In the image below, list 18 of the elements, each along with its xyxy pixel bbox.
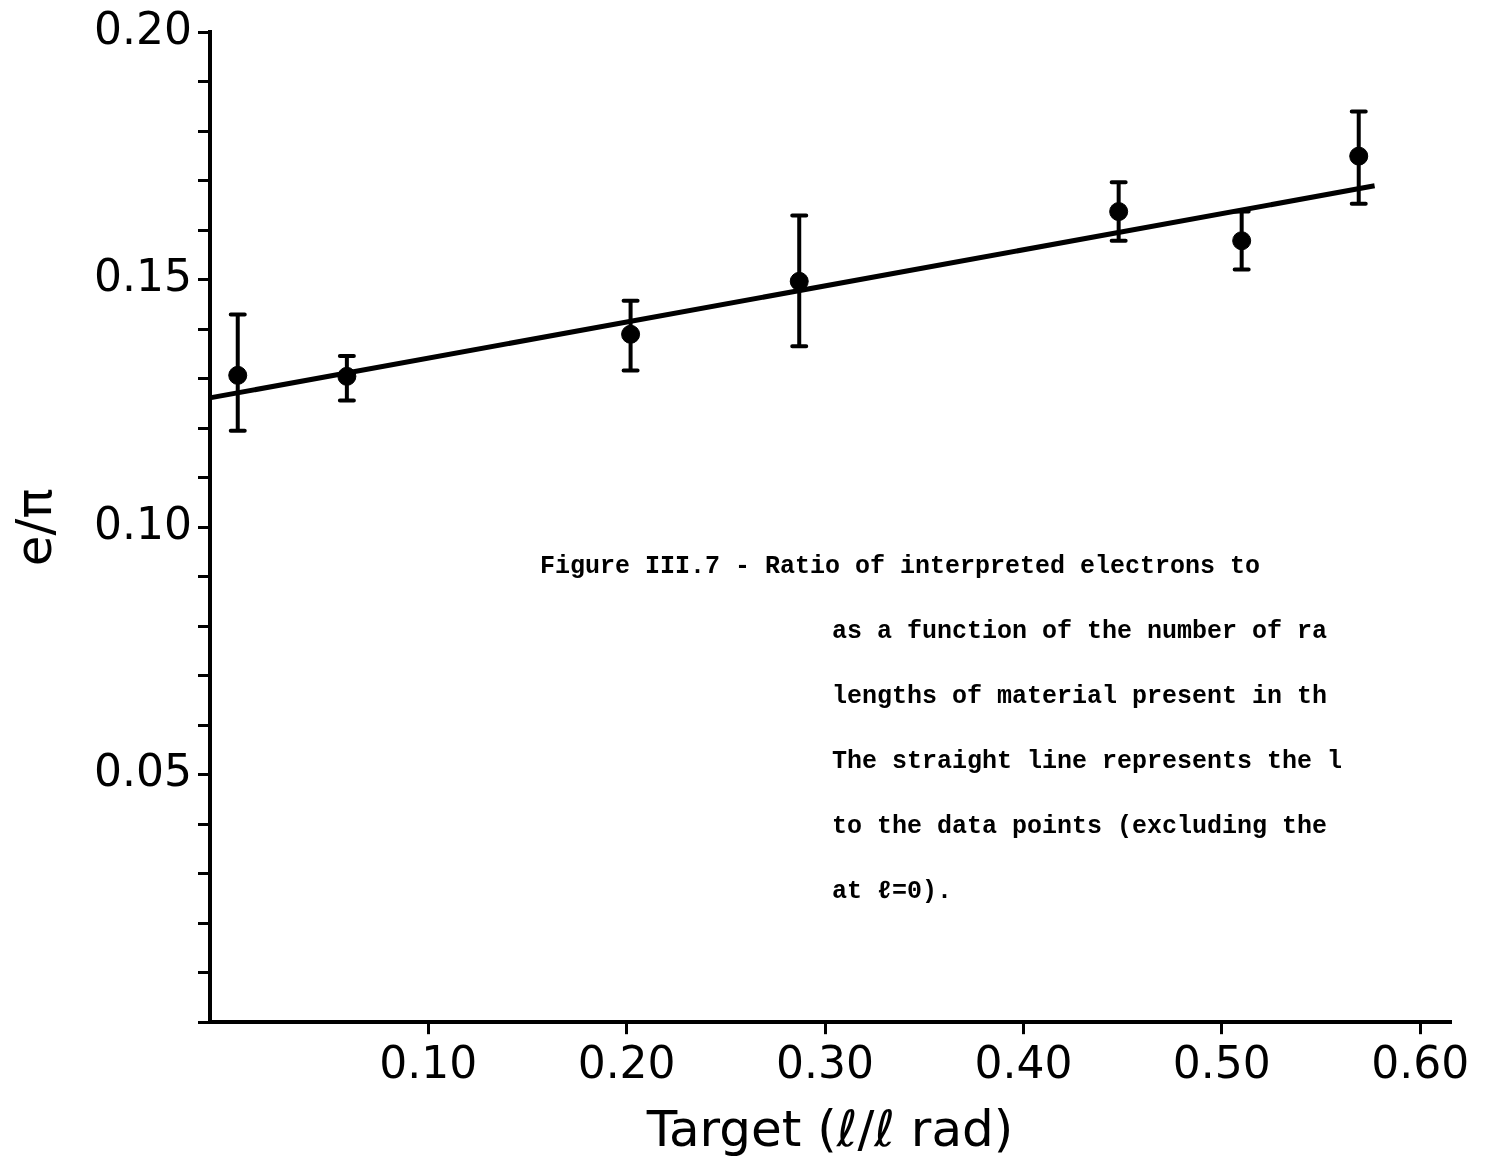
x-tick-label: 0.60 xyxy=(1371,1037,1470,1089)
annotation: lengths of material present in th xyxy=(832,682,1328,712)
y-tick-label: 0.20 xyxy=(94,2,192,54)
x-axis-title: Target (ℓ/ℓ rad) xyxy=(645,1099,1014,1158)
annotation: at ℓ=0). xyxy=(832,877,953,907)
y-axis-title: e/π xyxy=(4,488,63,567)
annotation: as a function of the number of ra xyxy=(832,617,1328,647)
annotation: The straight line represents the l xyxy=(832,747,1343,777)
y-tick-label: 0.15 xyxy=(94,250,192,302)
annotation: Figure III.7 - Ratio of interpreted electrons to xyxy=(540,552,1261,582)
x-tick-label: 0.10 xyxy=(379,1037,478,1089)
x-tick-label: 0.20 xyxy=(577,1037,676,1089)
x-tick-label: 0.30 xyxy=(776,1037,875,1089)
x-tick-label: 0.50 xyxy=(1172,1037,1271,1089)
y-tick-label: 0.10 xyxy=(94,497,192,549)
annotation: to the data points (excluding the xyxy=(832,812,1328,842)
x-tick-label: 0.40 xyxy=(974,1037,1073,1089)
y-tick-label: 0.05 xyxy=(94,745,192,797)
